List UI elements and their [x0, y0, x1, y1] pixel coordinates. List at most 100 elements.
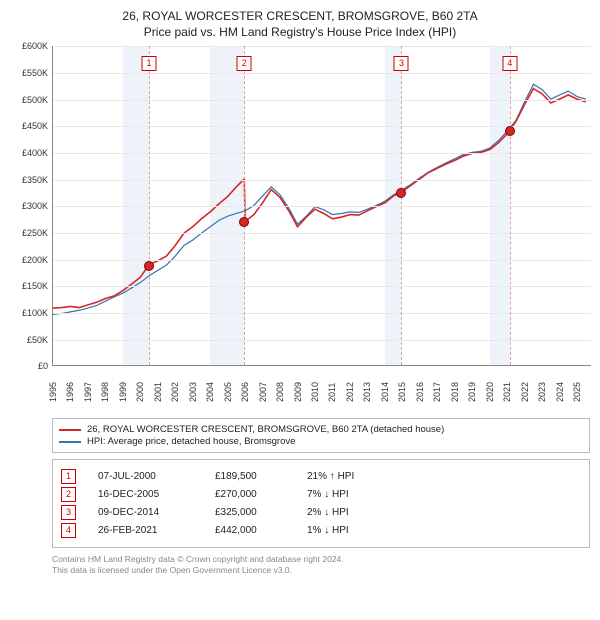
event-line	[510, 46, 511, 365]
x-tick-label: 2004	[205, 382, 215, 402]
sale-diff: 2% ↓ HPI	[307, 507, 349, 518]
sale-marker-box: 4	[502, 56, 517, 71]
y-tick-label: £500K	[22, 95, 48, 105]
sales-row: 4 26-FEB-2021 £442,000 1% ↓ HPI	[61, 523, 581, 538]
event-line	[401, 46, 402, 365]
x-tick-label: 2010	[310, 382, 320, 402]
sale-marker-box: 3	[394, 56, 409, 71]
sales-row: 1 07-JUL-2000 £189,500 21% ↑ HPI	[61, 469, 581, 484]
sales-table: 1 07-JUL-2000 £189,500 21% ↑ HPI 2 16-DEC-200…	[52, 459, 590, 548]
sale-date: 07-JUL-2000	[98, 471, 193, 482]
sale-date: 16-DEC-2005	[98, 489, 193, 500]
legend: 26, ROYAL WORCESTER CRESCENT, BROMSGROVE…	[52, 418, 590, 453]
sale-price: £442,000	[215, 525, 285, 536]
sale-number-box: 2	[61, 487, 76, 502]
x-tick-label: 2017	[432, 382, 442, 402]
sale-price: £270,000	[215, 489, 285, 500]
series-line	[53, 89, 586, 309]
diff-arrow-icon: ↓	[324, 525, 329, 536]
sale-number-box: 1	[61, 469, 76, 484]
x-tick-label: 2013	[362, 382, 372, 402]
x-tick-label: 2024	[555, 382, 565, 402]
x-tick-label: 1998	[100, 382, 110, 402]
legend-row: 26, ROYAL WORCESTER CRESCENT, BROMSGROVE…	[59, 424, 583, 435]
legend-row: HPI: Average price, detached house, Brom…	[59, 436, 583, 447]
sale-date: 26-FEB-2021	[98, 525, 193, 536]
event-line	[244, 46, 245, 365]
event-line	[149, 46, 150, 365]
x-tick-label: 1997	[83, 382, 93, 402]
x-tick-label: 2025	[572, 382, 582, 402]
y-tick-label: £100K	[22, 308, 48, 318]
y-tick-label: £300K	[22, 201, 48, 211]
x-axis: 1995199619971998199920002001200220032004…	[52, 366, 590, 386]
chart-container: 26, ROYAL WORCESTER CRESCENT, BROMSGROVE…	[0, 0, 600, 582]
sale-price: £325,000	[215, 507, 285, 518]
legend-label: HPI: Average price, detached house, Brom…	[87, 436, 295, 447]
y-tick-label: £600K	[22, 41, 48, 51]
x-tick-label: 2018	[450, 382, 460, 402]
sale-diff: 7% ↓ HPI	[307, 489, 349, 500]
plot-area: 1 2 3 4	[52, 46, 591, 366]
sale-marker-dot	[239, 217, 249, 227]
x-tick-label: 2005	[223, 382, 233, 402]
sale-marker-box: 2	[237, 56, 252, 71]
y-tick-label: £0	[38, 361, 48, 371]
x-tick-label: 2015	[397, 382, 407, 402]
x-tick-label: 2020	[485, 382, 495, 402]
sale-diff: 21% ↑ HPI	[307, 471, 354, 482]
chart-title-line1: 26, ROYAL WORCESTER CRESCENT, BROMSGROVE…	[10, 8, 590, 24]
x-tick-label: 2007	[258, 382, 268, 402]
sale-marker-dot	[396, 188, 406, 198]
footer-line1: Contains HM Land Registry data © Crown c…	[52, 554, 590, 565]
diff-arrow-icon: ↑	[330, 471, 335, 482]
y-tick-label: £350K	[22, 175, 48, 185]
x-tick-label: 2011	[327, 383, 337, 402]
x-tick-label: 2022	[520, 382, 530, 402]
x-tick-label: 2014	[380, 382, 390, 402]
x-tick-label: 1999	[118, 382, 128, 402]
sale-price: £189,500	[215, 471, 285, 482]
x-tick-label: 2006	[240, 382, 250, 402]
series-line	[53, 85, 586, 315]
y-axis: £0£50K£100K£150K£200K£250K£300K£350K£400…	[10, 46, 50, 366]
y-tick-label: £450K	[22, 121, 48, 131]
legend-label: 26, ROYAL WORCESTER CRESCENT, BROMSGROVE…	[87, 424, 444, 435]
y-tick-label: £400K	[22, 148, 48, 158]
sale-number-box: 3	[61, 505, 76, 520]
sales-row: 3 09-DEC-2014 £325,000 2% ↓ HPI	[61, 505, 581, 520]
chart-area: £0£50K£100K£150K£200K£250K£300K£350K£400…	[52, 46, 590, 386]
x-tick-label: 2023	[537, 382, 547, 402]
sale-marker-dot	[144, 261, 154, 271]
sale-marker-box: 1	[142, 56, 157, 71]
legend-swatch	[59, 429, 81, 431]
y-tick-label: £200K	[22, 255, 48, 265]
y-tick-label: £550K	[22, 68, 48, 78]
legend-swatch	[59, 441, 81, 443]
x-tick-label: 2008	[275, 382, 285, 402]
y-tick-label: £150K	[22, 281, 48, 291]
chart-title-line2: Price paid vs. HM Land Registry's House …	[10, 24, 590, 40]
sale-marker-dot	[505, 126, 515, 136]
sales-row: 2 16-DEC-2005 £270,000 7% ↓ HPI	[61, 487, 581, 502]
sale-number-box: 4	[61, 523, 76, 538]
x-tick-label: 2012	[345, 382, 355, 402]
y-tick-label: £50K	[27, 335, 48, 345]
x-tick-label: 2001	[153, 382, 163, 402]
x-tick-label: 1995	[48, 382, 58, 402]
y-tick-label: £250K	[22, 228, 48, 238]
diff-arrow-icon: ↓	[324, 507, 329, 518]
diff-arrow-icon: ↓	[324, 489, 329, 500]
x-tick-label: 2016	[415, 382, 425, 402]
x-tick-label: 1996	[65, 382, 75, 402]
sale-date: 09-DEC-2014	[98, 507, 193, 518]
x-tick-label: 2009	[293, 382, 303, 402]
x-tick-label: 2000	[135, 382, 145, 402]
x-tick-label: 2019	[467, 382, 477, 402]
footer-line2: This data is licensed under the Open Gov…	[52, 565, 590, 576]
x-tick-label: 2003	[188, 382, 198, 402]
x-tick-label: 2002	[170, 382, 180, 402]
footer: Contains HM Land Registry data © Crown c…	[52, 554, 590, 576]
sale-diff: 1% ↓ HPI	[307, 525, 349, 536]
x-tick-label: 2021	[502, 382, 512, 402]
